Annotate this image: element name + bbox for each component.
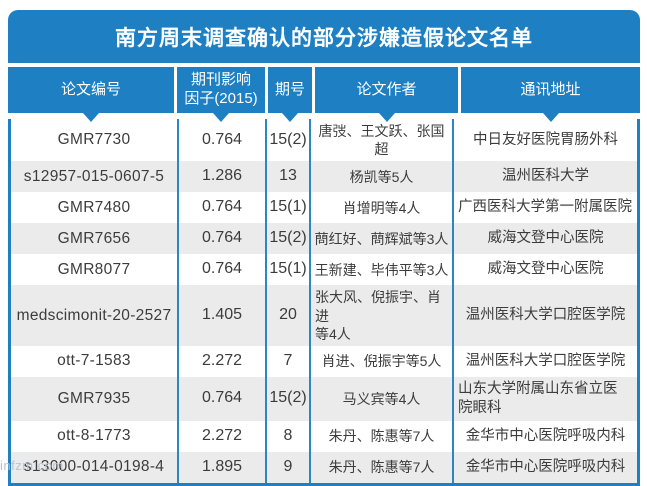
infographic-table: 南方周末调查确认的部分涉嫌造假论文名单 论文编号 期刊影响 因子(2015) 期号论… — [0, 10, 640, 486]
cell: 7 — [265, 345, 309, 377]
cell: 15(2) — [265, 119, 309, 162]
table-row: s13000-014-0198-4 1.895 9 朱丹、陈惠等7人 金华市中心医院呼吸… — [11, 451, 637, 483]
cell: 杨凯等5人 — [309, 161, 452, 193]
pointer-down-icon — [542, 113, 559, 122]
cell: 王新建、毕伟平等3人 — [309, 254, 452, 286]
cell: 0.764 — [177, 119, 265, 162]
cell: medscimonit-20-2527 — [16, 306, 172, 324]
column-header: 通讯地址 — [461, 67, 640, 122]
cell: 山东大学附属山东省立医 院眼科 — [452, 376, 637, 421]
cell: GMR7656 — [57, 229, 131, 247]
watermark: infzm.com — [0, 458, 64, 473]
cell: 13 — [265, 161, 309, 193]
cell: s13000-014-0198-4 — [23, 458, 165, 476]
cell: 蔄红好、蔄辉斌等3人 — [309, 223, 452, 255]
cell: GMR7935 — [57, 389, 131, 407]
cell: 威海文登中心医院 — [452, 254, 637, 286]
column-header: 期号 — [268, 67, 312, 122]
table-row: medscimonit-20-2527 1.405 20 张大风、倪振宇、肖进 等4人… — [11, 285, 637, 346]
cell: 金华市中心医院呼吸内科 — [452, 451, 637, 483]
cell: 1.895 — [177, 451, 265, 483]
cell: GMR7480 — [57, 198, 131, 216]
cell: 朱丹、陈惠等7人 — [309, 451, 452, 483]
cell: ott-8-1773 — [57, 427, 131, 445]
cell: GMR7730 — [57, 131, 131, 149]
cell: 20 — [265, 285, 309, 346]
cell: 15(1) — [265, 254, 309, 286]
cell: 肖进、倪振宇等5人 — [309, 345, 452, 377]
cell: 9 — [265, 451, 309, 483]
page-title: 南方周末调查确认的部分涉嫌造假论文名单 — [115, 26, 533, 50]
cell: 0.764 — [177, 223, 265, 255]
table-row: GMR7730 0.764 15(2) 唐弢、王文跃、张国超 中日友好医院胃肠外科 — [11, 119, 637, 162]
table-row: ott-8-1773 2.272 8 朱丹、陈惠等7人 金华市中心医院呼吸内科 — [11, 420, 637, 452]
table-header: 论文编号 期刊影响 因子(2015) 期号 论文作者 通讯地址 — [8, 67, 640, 122]
cell: 肖增明等4人 — [309, 192, 452, 224]
cell: 8 — [265, 420, 309, 452]
cell: GMR8077 — [57, 260, 131, 278]
cell: 0.764 — [177, 192, 265, 224]
cell: 温州医科大学 — [452, 161, 637, 193]
pointer-down-icon — [83, 113, 99, 122]
table-row: ott-7-1583 2.272 7 肖进、倪振宇等5人 温州医科大学口腔医学院 — [11, 345, 637, 377]
cell: ott-7-1583 — [57, 352, 131, 370]
table-row: GMR7935 0.764 15(2) 马义宾等4人 山东大学附属山东省立医 院眼科 — [11, 376, 637, 421]
cell: 温州医科大学口腔医学院 — [452, 285, 637, 346]
cell: 2.272 — [177, 345, 265, 377]
cell: 1.405 — [177, 285, 265, 346]
cell: 15(2) — [265, 223, 309, 255]
cell: 温州医科大学口腔医学院 — [452, 345, 637, 377]
cell: 广西医科大学第一附属医院 — [452, 192, 637, 224]
cell: 马义宾等4人 — [309, 376, 452, 421]
table-row: GMR7656 0.764 15(2) 蔄红好、蔄辉斌等3人 威海文登中心医院 — [11, 223, 637, 255]
cell: 0.764 — [177, 254, 265, 286]
cell: 0.764 — [177, 376, 265, 421]
pointer-down-icon — [213, 113, 229, 122]
column-header: 论文作者 — [315, 67, 458, 122]
column-header: 期刊影响 因子(2015) — [177, 67, 265, 122]
cell: 唐弢、王文跃、张国超 — [309, 119, 452, 162]
cell: 15(2) — [265, 376, 309, 421]
cell: 张大风、倪振宇、肖进 等4人 — [309, 285, 452, 346]
cell: 2.272 — [177, 420, 265, 452]
cell: 15(1) — [265, 192, 309, 224]
pointer-down-icon — [282, 113, 298, 122]
title-bar: 南方周末调查确认的部分涉嫌造假论文名单 — [8, 10, 640, 63]
column-header: 论文编号 — [8, 67, 174, 122]
cell: 中日友好医院胃肠外科 — [452, 119, 637, 162]
cell: 朱丹、陈惠等7人 — [309, 420, 452, 452]
table-row: s12957-015-0607-5 1.286 13 杨凯等5人 温州医科大学 — [11, 161, 637, 193]
cell: 威海文登中心医院 — [452, 223, 637, 255]
cell: s12957-015-0607-5 — [23, 167, 165, 185]
table-body: GMR7730 0.764 15(2) 唐弢、王文跃、张国超 中日友好医院胃肠外科 s12… — [8, 119, 640, 486]
table-row: GMR7480 0.764 15(1) 肖增明等4人 广西医科大学第一附属医院 — [11, 192, 637, 224]
table-panel: 南方周末调查确认的部分涉嫌造假论文名单 论文编号 期刊影响 因子(2015) 期号论… — [8, 10, 640, 486]
cell: 1.286 — [177, 161, 265, 193]
cell: 金华市中心医院呼吸内科 — [452, 420, 637, 452]
pointer-down-icon — [378, 113, 395, 122]
table-row: GMR8077 0.764 15(1) 王新建、毕伟平等3人 威海文登中心医院 — [11, 254, 637, 286]
